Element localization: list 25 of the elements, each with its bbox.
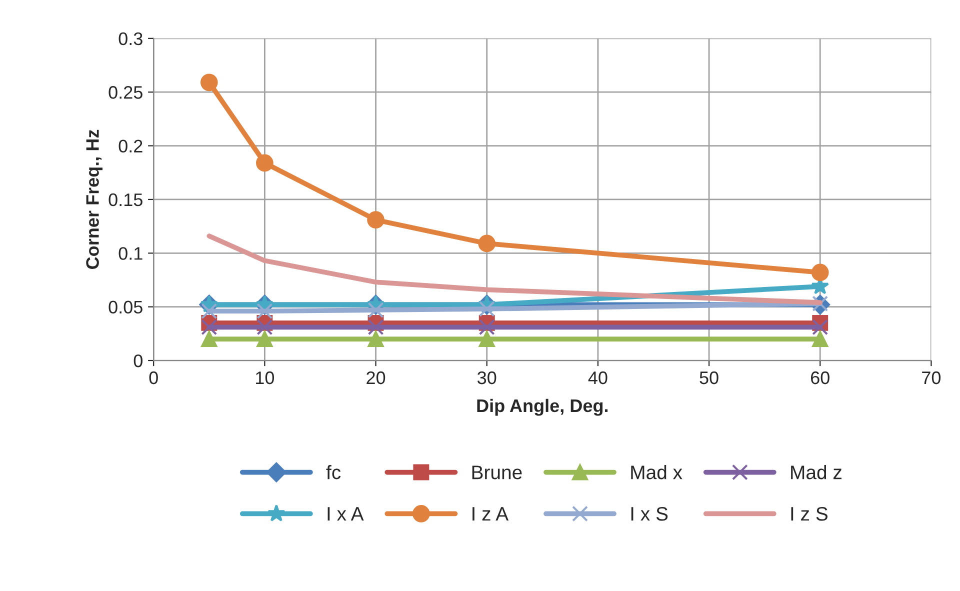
legend-label: fc <box>326 464 341 480</box>
y-tick-label: 0.3 <box>118 32 142 46</box>
y-tick-label: 0.15 <box>108 193 142 206</box>
x-tick-label: 10 <box>256 371 274 384</box>
legend-label: Mad z <box>791 464 842 480</box>
y-tick-label: 0.1 <box>118 247 142 260</box>
y-axis-title: Corner Freq., Hz <box>86 130 102 269</box>
x-tick-label: 30 <box>478 371 496 384</box>
x-tick-label: 50 <box>700 371 718 384</box>
y-tick-label: 0.05 <box>108 300 142 314</box>
x-tick-label: 20 <box>366 371 386 384</box>
y-tick-label: 0.25 <box>108 86 142 99</box>
y-tick-label: 0.2 <box>118 140 142 152</box>
x-tick-label: 60 <box>810 371 830 384</box>
legend-label: I z A <box>472 507 509 521</box>
legend-label: I x A <box>328 507 364 521</box>
legend-label: Brune <box>472 466 522 480</box>
x-tick-label: 0 <box>149 371 158 384</box>
legend-label: I x S <box>631 506 668 521</box>
legend-label: Mad x <box>631 464 682 480</box>
x-tick-label: 70 <box>922 371 941 384</box>
y-tick-label: 0 <box>134 354 142 368</box>
x-tick-label: 40 <box>588 371 608 384</box>
x-axis-title: Dip Angle, Deg. <box>477 398 608 416</box>
legend-label: I z S <box>791 506 828 521</box>
